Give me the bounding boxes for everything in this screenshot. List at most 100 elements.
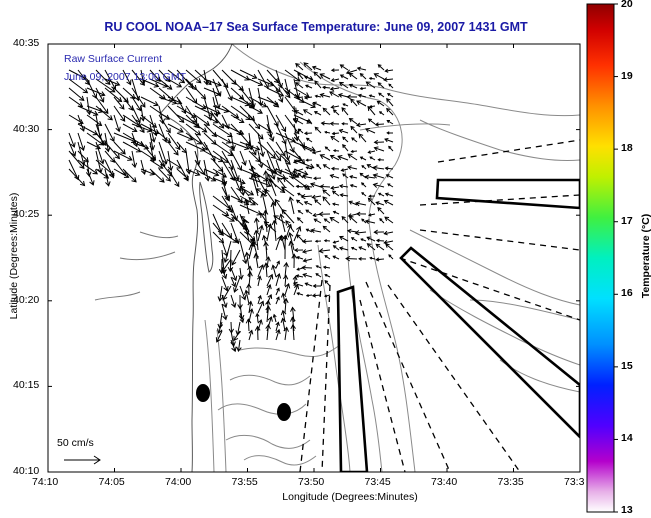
current-vector bbox=[257, 224, 264, 242]
current-vector bbox=[230, 294, 237, 308]
current-vector bbox=[284, 282, 291, 296]
current-vector bbox=[295, 62, 304, 71]
current-vector bbox=[293, 123, 300, 142]
current-vector bbox=[158, 78, 173, 90]
current-vector bbox=[131, 150, 138, 169]
current-vector bbox=[230, 267, 238, 282]
current-vector bbox=[367, 105, 376, 116]
current-vector bbox=[292, 281, 304, 287]
inset-line-2: June 09, 2007 13:00 GMT bbox=[64, 71, 187, 83]
current-vector bbox=[158, 141, 168, 165]
current-vector bbox=[239, 150, 247, 166]
current-vector bbox=[122, 69, 132, 86]
current-vector bbox=[332, 245, 340, 251]
current-vector bbox=[263, 262, 270, 278]
current-vector bbox=[253, 229, 260, 251]
current-vector bbox=[301, 239, 313, 244]
current-vector bbox=[373, 229, 385, 235]
x-tick-label: 73:40 bbox=[431, 476, 458, 488]
current-vector bbox=[167, 96, 183, 105]
current-vector bbox=[305, 137, 313, 143]
current-vector bbox=[68, 132, 76, 148]
current-vector bbox=[319, 92, 331, 98]
current-vector bbox=[297, 210, 304, 215]
current-vector bbox=[113, 141, 126, 155]
current-vector bbox=[295, 199, 304, 206]
current-vector bbox=[339, 235, 349, 242]
current-vector bbox=[350, 125, 358, 134]
colorbar-tick-label: 14 bbox=[621, 432, 633, 445]
current-vector bbox=[221, 276, 229, 292]
current-vector bbox=[185, 141, 206, 152]
current-vector bbox=[238, 267, 244, 281]
x-tick-label: 73:3 bbox=[564, 476, 585, 488]
current-vector bbox=[244, 251, 251, 269]
current-vector bbox=[347, 165, 358, 170]
x-tick-label: 74:10 bbox=[32, 476, 59, 488]
current-vector bbox=[95, 96, 109, 115]
current-vector bbox=[242, 218, 250, 242]
current-vector bbox=[277, 176, 286, 188]
current-vector bbox=[275, 321, 280, 332]
current-vector bbox=[324, 130, 331, 134]
current-vector bbox=[388, 145, 394, 152]
current-vector bbox=[248, 123, 264, 140]
map-title: RU COOL NOAA–17 Sea Surface Temperature:… bbox=[104, 20, 528, 34]
current-vector bbox=[239, 185, 250, 197]
current-vector bbox=[248, 197, 259, 206]
y-tick-label: 40:35 bbox=[13, 37, 40, 49]
current-vector bbox=[230, 78, 244, 91]
current-vector bbox=[384, 166, 394, 171]
current-vector bbox=[384, 137, 394, 143]
current-vector bbox=[329, 217, 340, 224]
current-vector bbox=[367, 197, 376, 206]
current-vector bbox=[332, 202, 340, 206]
current-vector bbox=[158, 159, 173, 177]
current-vector bbox=[372, 173, 385, 179]
current-vector bbox=[194, 87, 207, 100]
current-vector bbox=[176, 69, 194, 89]
current-vector bbox=[314, 126, 322, 134]
current-vector bbox=[248, 78, 264, 87]
current-vector bbox=[284, 141, 291, 161]
current-vector bbox=[203, 105, 221, 115]
current-vector bbox=[284, 223, 293, 242]
current-vector bbox=[329, 154, 340, 161]
current-vector bbox=[167, 168, 180, 188]
current-vector bbox=[140, 96, 159, 107]
current-vector bbox=[303, 200, 313, 206]
current-vector bbox=[375, 201, 385, 206]
current-vector bbox=[300, 193, 313, 200]
current-vector bbox=[365, 81, 376, 89]
current-vector bbox=[95, 69, 111, 85]
current-vector bbox=[260, 192, 268, 215]
y-tick-label: 40:10 bbox=[13, 465, 40, 477]
current-vector bbox=[375, 257, 385, 262]
x-tick-label: 73:45 bbox=[364, 476, 391, 488]
current-vector bbox=[319, 154, 331, 161]
current-vector bbox=[131, 105, 141, 124]
current-vector bbox=[104, 159, 115, 179]
current-vector bbox=[221, 186, 230, 202]
current-vector bbox=[230, 159, 240, 181]
current-vector bbox=[275, 260, 280, 269]
current-vector bbox=[95, 78, 116, 93]
current-vector bbox=[122, 123, 138, 133]
current-vector bbox=[322, 196, 331, 206]
current-vector bbox=[271, 264, 277, 278]
current-vector bbox=[349, 183, 358, 188]
current-vector bbox=[158, 168, 172, 182]
current-vector bbox=[275, 141, 286, 157]
current-vector bbox=[215, 330, 223, 343]
current-vector bbox=[368, 76, 376, 81]
current-vector bbox=[221, 141, 235, 151]
current-vector bbox=[342, 144, 349, 152]
y-tick-label: 40:20 bbox=[13, 293, 40, 306]
current-vector bbox=[271, 219, 278, 242]
current-vector bbox=[176, 132, 194, 141]
current-vector bbox=[306, 119, 313, 125]
current-vector bbox=[383, 230, 394, 236]
current-vector bbox=[266, 96, 280, 108]
current-vector bbox=[384, 216, 394, 224]
current-vector bbox=[375, 238, 385, 243]
